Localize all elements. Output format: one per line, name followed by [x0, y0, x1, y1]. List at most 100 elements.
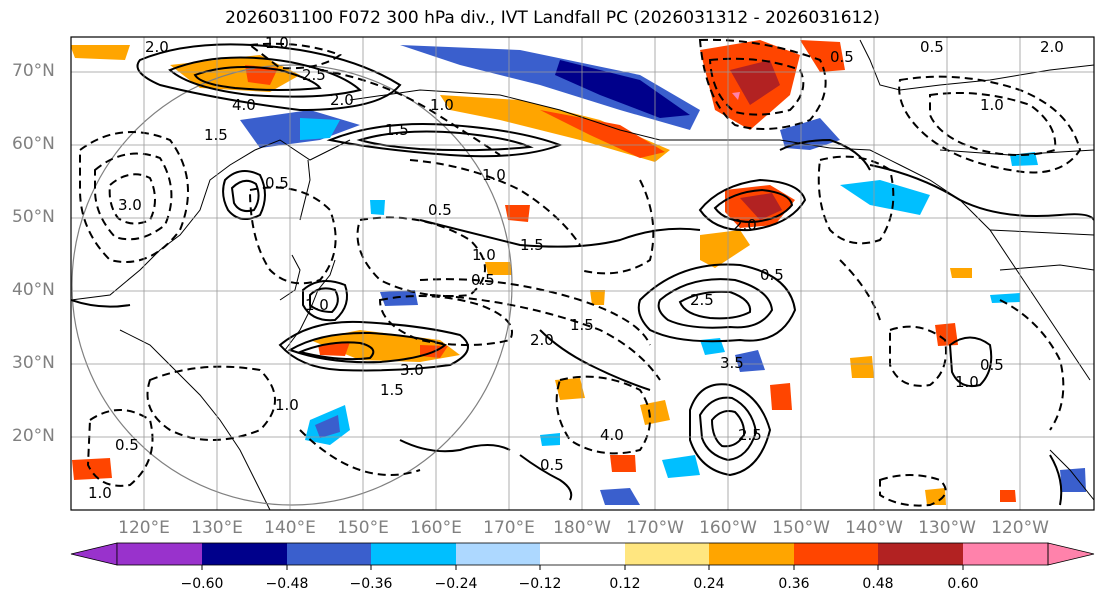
contour-label: 1.5: [204, 126, 228, 144]
anomaly-fill: [315, 415, 340, 438]
anomaly-fill: [540, 110, 665, 158]
contour-line: [869, 164, 1094, 221]
contour-line: [409, 159, 581, 246]
anomaly-fill: [700, 230, 750, 268]
contour-label: 0.5: [265, 174, 289, 192]
lon-label: 170°E: [483, 518, 535, 538]
lon-label: 120°E: [118, 518, 170, 538]
contour-label: 0.5: [980, 356, 1004, 374]
contour-line: [879, 474, 947, 507]
colorbar-tick-label: −0.36: [349, 576, 393, 592]
colorbar-tick-label: −0.48: [265, 576, 309, 592]
colorbar-tick-label: 0.12: [609, 576, 641, 592]
anomaly-fill: [925, 488, 946, 505]
lon-label: 140°E: [264, 518, 316, 538]
anomaly-fill: [555, 378, 585, 400]
contour-line: [708, 57, 805, 116]
anomaly-fill: [950, 268, 972, 278]
colorbar-tick-label: 0.60: [947, 576, 979, 592]
contour-label: 2.5: [690, 291, 714, 309]
colorbar-tick-label: 0.36: [778, 576, 810, 592]
anomaly-fill: [1060, 468, 1086, 492]
contour-line: [579, 179, 655, 275]
anomaly-fill: [840, 180, 930, 215]
lat-label: 70°N: [12, 61, 55, 81]
anomaly-fill: [590, 290, 605, 305]
anomaly-fill: [245, 65, 278, 85]
colorbar: [70, 542, 1095, 570]
colorbar-tick-label: −0.24: [434, 576, 478, 592]
lon-label: 180°W: [553, 518, 611, 538]
anomaly-fill: [72, 458, 112, 480]
colorbar-bin: [794, 543, 878, 565]
anomaly-fill: [850, 356, 874, 378]
contour-line: [698, 178, 807, 232]
anomaly-fill: [732, 92, 740, 100]
contour-label: 1.0: [275, 396, 299, 414]
lon-label: 120°W: [991, 518, 1049, 538]
contour-line: [698, 38, 827, 130]
colorbar-tick-label: −0.12: [518, 576, 562, 592]
contour-label: 2.0: [330, 91, 354, 109]
contour-line: [419, 278, 651, 346]
anomaly-fill: [1000, 490, 1016, 502]
contour-line: [539, 329, 651, 391]
contour-line: [287, 331, 447, 364]
lat-label: 60°N: [12, 134, 55, 154]
contour-line: [296, 341, 375, 361]
contour-line: [94, 152, 173, 241]
coastline: [279, 254, 301, 301]
contour-line: [168, 56, 363, 98]
anomaly-fill: [610, 455, 636, 472]
anomaly-fill: [600, 488, 640, 505]
contour-line: [193, 65, 322, 91]
contour-line: [657, 278, 774, 329]
map-frame: [70, 36, 1095, 511]
colorbar-bin: [371, 543, 456, 565]
lat-label: 30°N: [12, 353, 55, 373]
anomaly-fill: [1010, 152, 1038, 166]
anomaly-fill: [370, 200, 385, 215]
anomaly-fill: [700, 338, 725, 355]
contour-label: 0.5: [830, 48, 854, 66]
contour-line: [86, 409, 154, 487]
lon-label: 160°W: [699, 518, 757, 538]
anomaly-fill: [662, 455, 700, 478]
contour-line: [299, 429, 421, 476]
contour-line: [247, 42, 343, 70]
colorbar-tick-label: −0.60: [180, 576, 224, 592]
contour-line: [302, 280, 348, 322]
contour-line: [356, 130, 534, 152]
anomaly-fill: [71, 45, 130, 60]
contour-line: [108, 173, 156, 225]
contour-line: [429, 294, 661, 381]
graticule: [71, 37, 1094, 510]
anomaly-fill: [730, 60, 780, 105]
contour-label: 0.5: [115, 436, 139, 454]
contour-line: [356, 216, 486, 297]
colorbar-extend-left: [70, 542, 118, 566]
anomaly-fill: [400, 45, 700, 130]
contour-line: [319, 69, 501, 156]
colorbar-bin: [456, 543, 540, 565]
contour-label: 1.0: [482, 166, 506, 184]
anomaly-fill: [318, 342, 350, 356]
anomaly-fill: [935, 323, 958, 346]
contour-label: 2.0: [145, 38, 169, 56]
contour-label: 1.0: [88, 484, 112, 502]
contour-label: 2.0: [1040, 38, 1064, 56]
contour-label: 3.0: [118, 196, 142, 214]
lon-label: 140°W: [845, 518, 903, 538]
colorbar-tick-label: 0.24: [693, 576, 725, 592]
lon-label: 150°W: [772, 518, 830, 538]
contour-line: [713, 188, 794, 224]
contour-label: 2.5: [738, 426, 762, 444]
colorbar-extend-right: [1047, 542, 1095, 566]
contour-line: [146, 365, 276, 441]
coastline: [71, 139, 351, 301]
contour-label: 0.5: [471, 271, 495, 289]
contour-line: [1049, 454, 1063, 506]
anomaly-fill: [740, 193, 782, 220]
solid-contours: [71, 43, 1094, 506]
map-background: [71, 37, 1094, 510]
